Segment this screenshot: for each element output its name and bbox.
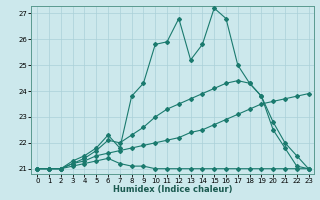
X-axis label: Humidex (Indice chaleur): Humidex (Indice chaleur) — [113, 185, 233, 194]
